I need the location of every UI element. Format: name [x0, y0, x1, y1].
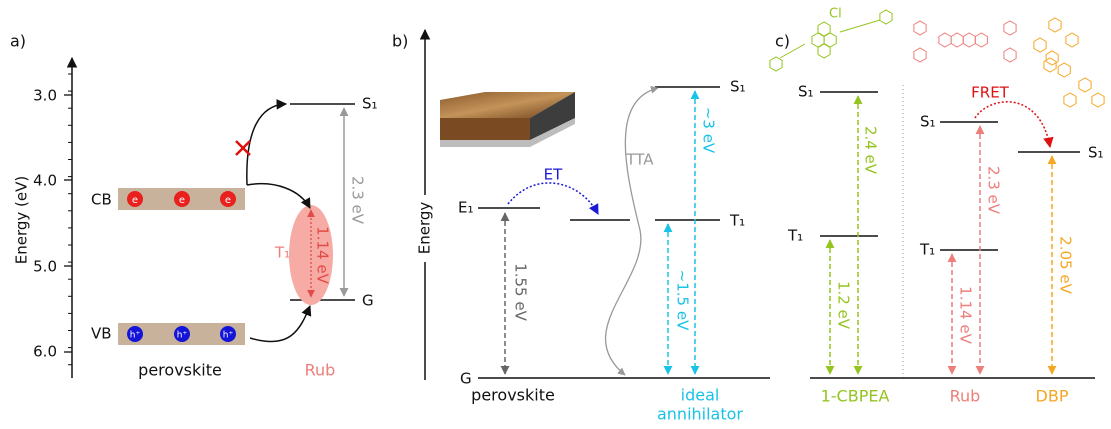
blocked-cross	[236, 141, 250, 155]
film-side	[440, 118, 530, 140]
material-label: perovskite	[471, 386, 555, 405]
s1-label: S₁	[920, 113, 936, 131]
electron-label: e	[225, 195, 231, 206]
gap-label: 2.3 eV	[985, 166, 1003, 215]
gap-label: 1.14 eV	[314, 226, 332, 284]
s1-label: S₁	[730, 78, 746, 96]
tick-label: 3.0	[33, 87, 57, 105]
panel-b: b) Energy G E₁ T₁ S₁ 1.55 eV ET TTA ~1.5…	[392, 30, 770, 424]
tta-label: TTA	[625, 151, 654, 169]
ring	[1004, 48, 1016, 62]
ring	[963, 33, 975, 47]
g-label: G	[460, 370, 472, 388]
hole-label: h⁺	[223, 331, 234, 341]
axis-ticks	[64, 74, 72, 365]
panel-label: c)	[775, 32, 790, 51]
fret-arrow	[975, 102, 1050, 147]
panel-label: a)	[10, 32, 26, 51]
vb-label: VB	[91, 325, 112, 343]
annihilator-label: annihilator	[657, 405, 743, 424]
tick-label: 4.0	[33, 172, 57, 190]
ring	[951, 33, 963, 47]
panel-label: b)	[392, 32, 408, 51]
ring	[939, 33, 951, 47]
e1-label: E₁	[458, 199, 474, 217]
ring	[914, 21, 926, 35]
figure: a) Energy (eV) 3.0 4.0 5.0 6.0 CB VB e e…	[0, 0, 1111, 429]
t1-label: T₁	[274, 244, 290, 262]
ring	[1064, 93, 1076, 107]
molecule-label: Rub	[950, 387, 981, 406]
gap-label: ~3 eV	[700, 107, 718, 154]
electron-transfer	[247, 184, 310, 208]
bond	[840, 20, 880, 32]
perovskite-film	[440, 92, 575, 150]
hole-transfer	[250, 306, 310, 342]
et-arrow	[508, 183, 598, 214]
annihilator-label: Rub	[305, 361, 336, 380]
annihilator-label: ideal	[681, 386, 720, 405]
ring	[1058, 63, 1070, 77]
blocked-transfer	[247, 104, 286, 185]
ring	[818, 22, 830, 36]
t1-label: T₁	[729, 212, 745, 230]
molecule-label: DBP	[1036, 387, 1069, 406]
gap-label: 2.4 eV	[862, 126, 880, 175]
tick-label: 5.0	[33, 258, 57, 276]
g-label: G	[362, 292, 374, 310]
ring	[1044, 58, 1056, 72]
gap-label: 2.3 eV	[349, 176, 367, 225]
hole-label: h⁺	[177, 331, 188, 341]
ring	[880, 10, 892, 24]
hole-label: h⁺	[130, 331, 141, 341]
fret-label: FRET	[971, 84, 1010, 102]
s1-label: S₁	[1088, 144, 1104, 162]
s1-label: S₁	[362, 95, 378, 113]
panel-a: a) Energy (eV) 3.0 4.0 5.0 6.0 CB VB e e…	[10, 32, 378, 380]
axis-title: Energy	[416, 202, 434, 255]
gap-label: ~1.5 eV	[674, 270, 692, 331]
electron-label: e	[179, 195, 185, 206]
s1-label: S₁	[798, 83, 814, 101]
ring	[914, 48, 926, 62]
axis-title: Energy (eV)	[13, 176, 31, 264]
t1-label: T₁	[787, 227, 803, 245]
ring	[1079, 78, 1091, 92]
tick-label: 6.0	[33, 343, 57, 361]
substituent-label: Cl	[829, 7, 842, 22]
gap-label: 1.14 eV	[957, 286, 975, 344]
cb-label: CB	[91, 191, 112, 209]
gap-label: 1.55 eV	[512, 263, 530, 321]
ring	[1092, 93, 1104, 107]
ring	[1034, 38, 1046, 52]
t1-label: T₁	[919, 241, 935, 259]
molecule-label: 1-CBPEA	[821, 387, 890, 406]
et-label: ET	[544, 166, 563, 184]
ring	[1066, 33, 1078, 47]
gap-label: 1.2 eV	[835, 281, 853, 330]
ring	[770, 57, 782, 71]
ring	[1049, 18, 1061, 32]
electron-label: e	[132, 195, 138, 206]
gap-label: 2.05 eV	[1057, 236, 1075, 294]
panel-c: c) Cl S₁ T₁ 2.4 eV 1.2 eV S₁ T₁ 2.3 eV 1…	[770, 7, 1104, 406]
ring	[975, 33, 987, 47]
ring	[1004, 21, 1016, 35]
ring	[818, 44, 830, 58]
material-label: perovskite	[138, 361, 222, 380]
tta-arrow	[606, 88, 658, 375]
